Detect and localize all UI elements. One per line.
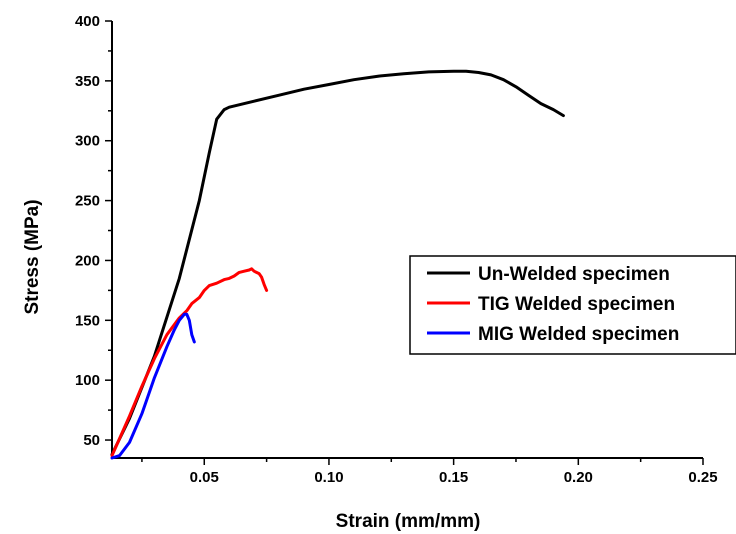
x-tick-label: 0.25 <box>688 469 717 486</box>
data-series <box>110 69 565 460</box>
x-axis-title: Strain (mm/mm) <box>336 511 481 532</box>
x-tick-label: 0.10 <box>314 469 343 486</box>
y-tick-label: 100 <box>75 372 100 389</box>
y-tick-label: 300 <box>75 133 100 150</box>
y-tick-label: 150 <box>75 312 100 329</box>
series-line-unwelded <box>110 69 565 456</box>
y-tick-label: 200 <box>75 252 100 269</box>
x-tick-label: 0.15 <box>439 469 468 486</box>
legend-label-mig: MIG Welded specimen <box>478 324 679 345</box>
y-tick-label: 350 <box>75 73 100 90</box>
axis-ticks: 0.05 0.10 0.15 0.20 0.25 50 100 150 200 250 300 350… <box>75 13 718 486</box>
x-tick-label: 0.05 <box>190 469 219 486</box>
series-line-mig <box>110 312 196 460</box>
legend-label-tig: TIG Welded specimen <box>478 294 675 315</box>
x-tick-label: 0.20 <box>564 469 593 486</box>
series-line-tig <box>110 267 269 458</box>
y-tick-label: 50 <box>83 432 100 449</box>
y-tick-label: 400 <box>75 13 100 30</box>
y-tick-label: 250 <box>75 193 100 210</box>
legend: Un-Welded specimen TIG Welded specimen M… <box>409 255 736 355</box>
legend-label-unwelded: Un-Welded specimen <box>478 264 670 285</box>
y-axis-title: Stress (MPa) <box>22 199 43 314</box>
plot-axes <box>111 21 703 459</box>
